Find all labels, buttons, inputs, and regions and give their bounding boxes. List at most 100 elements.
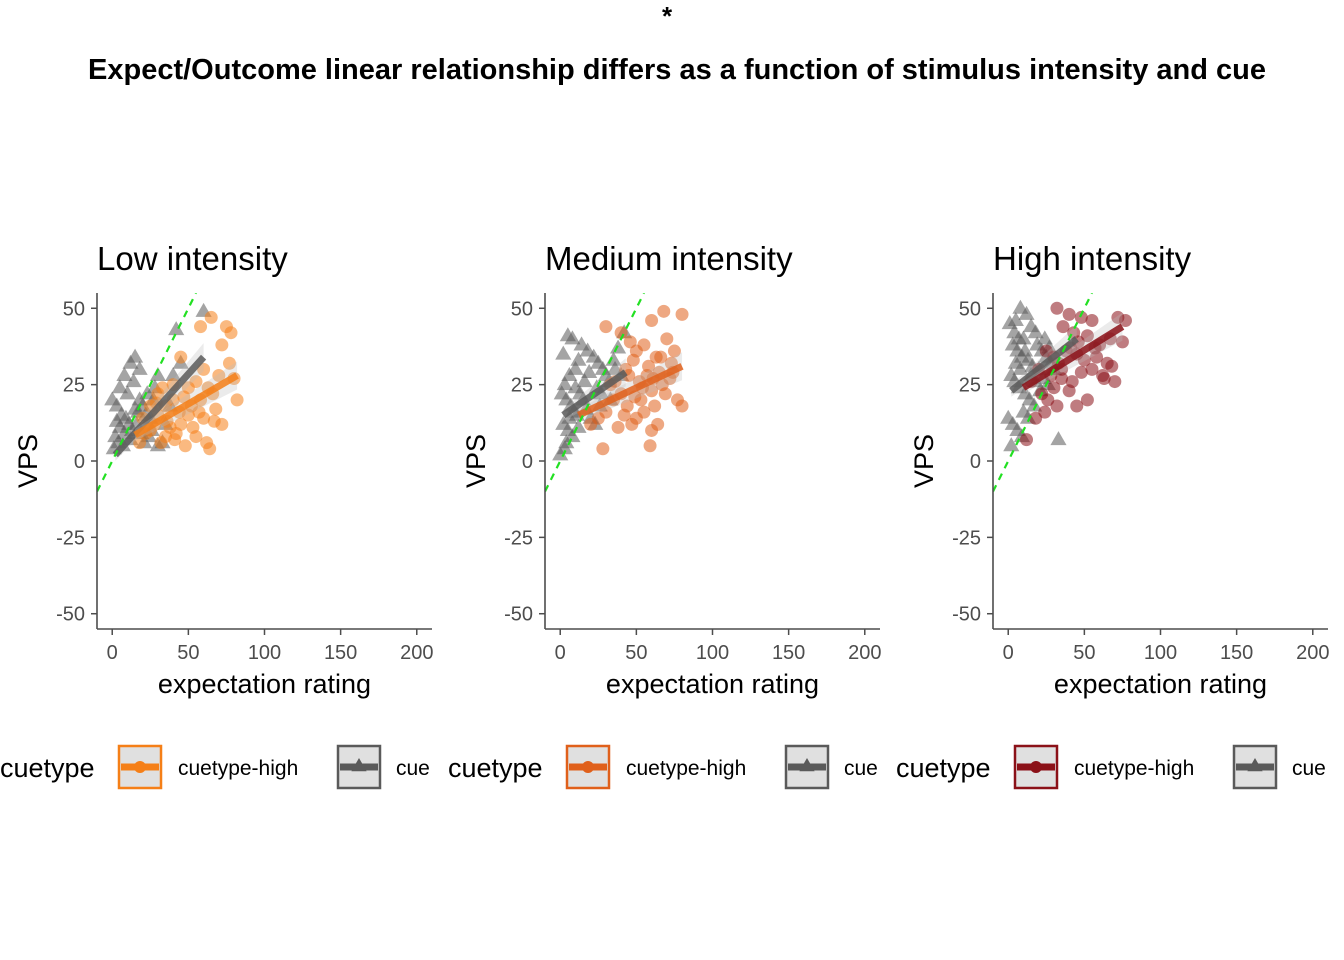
data-point [570,351,587,366]
data-point [131,360,148,375]
y-tick-label: 50 [511,298,533,320]
data-point [230,393,244,407]
data-point [133,436,147,450]
data-point [1016,342,1034,357]
data-point [207,414,221,428]
data-point [660,332,674,346]
data-point [203,442,217,456]
data-point [626,353,640,367]
data-point [1118,313,1132,327]
data-point [584,417,598,431]
data-point [561,409,578,424]
data-point [556,376,573,391]
y-tick-label: -25 [56,527,85,549]
data-point [651,417,665,431]
data-point [570,418,587,433]
data-point [1020,433,1033,447]
plot-data-area [545,293,689,493]
x-tick-label: 100 [248,642,281,664]
data-point [212,368,226,382]
data-point [1047,381,1061,395]
data-point [194,320,208,334]
data-point [567,379,584,394]
data-point [1041,393,1055,407]
data-point [617,408,631,422]
legend-title: cuetype [896,753,991,783]
legend: cuetype cuetype-high cue [448,744,878,790]
data-point [197,362,211,376]
x-tick-label: 0 [555,642,566,664]
data-point [178,439,192,453]
y-tick-label: -50 [56,604,85,626]
x-axis-title: expectation rating [606,669,819,699]
panel-title: Low intensity [97,240,288,277]
data-point [165,366,182,381]
y-tick-label: 25 [63,375,85,397]
data-point [675,399,689,413]
x-tick-label: 200 [1296,642,1329,664]
panel-medium-intensity: Medium intensity -50 -25 0 25 50 0 50 100 150 200 e… [448,240,881,790]
legend-key-point [799,758,815,772]
legend-key-point [351,758,367,772]
data-point [111,379,128,394]
data-point [108,412,125,427]
data-point [1010,330,1027,345]
data-point [177,390,191,404]
fit-line [133,372,239,439]
data-point [1108,375,1122,389]
panel-low-intensity: Low intensity -50 -25 0 25 50 0 50 100 150 200 expe… [0,240,433,790]
data-point [204,310,218,324]
legend-label-cuetype-high: cuetype-high [626,757,746,780]
y-axis-title: VPS [909,434,939,488]
data-point [614,326,628,340]
data-point [1080,393,1094,407]
data-point [1062,384,1076,398]
x-tick-label: 0 [107,642,118,664]
legend-title: cuetype [448,753,543,783]
legend-label-cue: cue [844,757,878,780]
fit-line [1021,323,1125,391]
data-point [555,345,572,360]
x-tick-label: 50 [177,642,199,664]
data-point [186,420,200,434]
data-point [1085,362,1099,376]
data-point [643,439,657,453]
data-point [1097,372,1111,386]
data-point [125,373,142,388]
data-point [168,433,182,447]
data-point [155,381,169,395]
panel-title: Medium intensity [545,240,793,277]
data-point [222,356,236,370]
legend-key-point [134,761,146,773]
identity-line [97,293,197,493]
data-point [667,344,681,358]
y-axis-title: VPS [461,434,491,488]
x-tick-label: 50 [625,642,647,664]
data-point [558,434,575,449]
data-point [116,366,133,381]
data-point [564,330,581,345]
data-point [174,350,188,364]
x-tick-label: 50 [1073,642,1095,664]
data-point [1026,397,1043,412]
x-tick-label: 150 [1220,642,1253,664]
data-point [139,385,156,400]
data-point [1029,411,1043,425]
x-tick-label: 0 [1003,642,1014,664]
data-point [1038,405,1052,419]
data-point [576,373,593,388]
data-point [1074,310,1088,324]
data-point [119,385,136,400]
data-point [126,400,144,415]
data-point [1003,437,1020,452]
data-point [1062,307,1076,321]
data-point [611,420,625,434]
y-tick-label: -25 [504,527,533,549]
figure-marker: * [662,1,673,31]
data-point [215,338,229,352]
data-point [658,387,672,401]
data-point [648,399,662,413]
data-point [209,402,223,416]
data-point [1050,301,1064,315]
x-tick-label: 100 [696,642,729,664]
